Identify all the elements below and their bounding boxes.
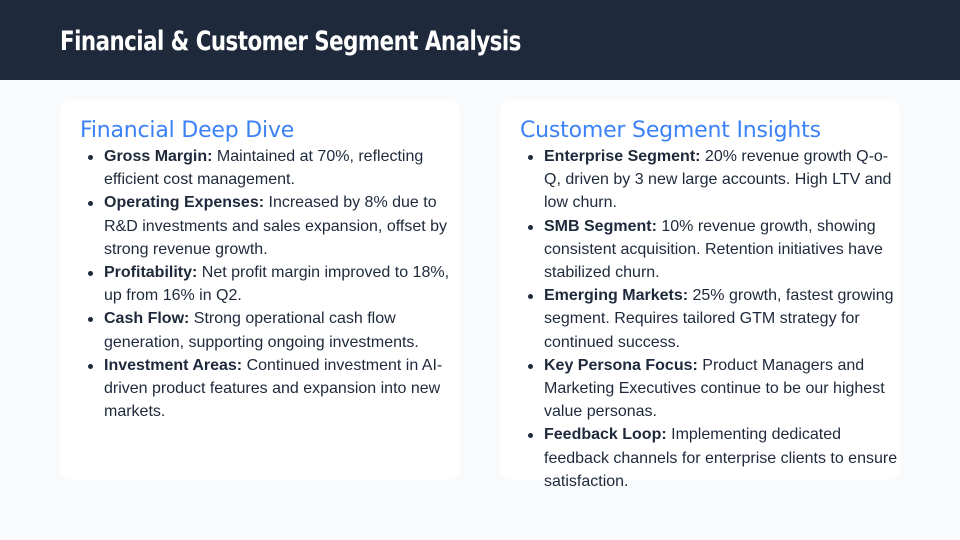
item-label: Enterprise Segment: [544,148,701,165]
list-item: Investment Areas: Continued investment i… [88,354,464,424]
card-heading: Customer Segment Insights [520,118,821,143]
list-item: Emerging Markets: 25% growth, fastest gr… [528,284,904,354]
item-text: 25% growth, fastest growing segment. Req… [544,287,894,351]
item-label: Feedback Loop: [544,426,667,444]
item-text: Continued investment in AI-driven produc… [104,356,443,421]
item-text: 20% revenue growth Q-o-Q, driven by 3 ne… [544,148,892,212]
list-item: SMB Segment: 10% revenue growth, showing… [528,215,904,285]
item-label: Emerging Markets: [544,287,689,305]
item-label: Profitability: [104,264,198,282]
item-text: Increased by 8% due to R&D investments a… [104,194,447,258]
header-bar: Financial & Customer Segment Analysis [0,0,960,80]
list-item: Operating Expenses: Increased by 8% due … [88,191,464,261]
item-text: Strong operational cash flow generation,… [104,310,419,351]
item-text: Implementing dedicated feedback channels… [544,426,898,490]
list-item: Profitability: Net profit margin improve… [88,261,464,307]
list-item: Feedback Loop: Implementing dedicated fe… [528,423,904,493]
item-text: Product Managers and Marketing Executive… [544,356,885,421]
list-item: Enterprise Segment: 20% revenue growth Q… [528,145,904,215]
item-text: Maintained at 70%, reflecting efficient … [104,148,424,189]
item-label: SMB Segment: [544,217,657,235]
item-label: Cash Flow: [104,310,190,328]
item-label: Gross Margin: [104,148,213,165]
item-label: Investment Areas: [104,356,243,374]
item-label: Key Persona Focus: [544,356,698,374]
financial-deep-dive-card: Financial Deep Dive Gross Margin: Mainta… [60,100,460,480]
list-item: Cash Flow: Strong operational cash flow … [88,307,464,353]
customer-list: Enterprise Segment: 20% revenue growth Q… [520,145,904,493]
item-text: Net profit margin improved to 18%, up fr… [104,264,450,305]
list-item: Gross Margin: Maintained at 70%, reflect… [88,145,464,191]
page-title: Financial & Customer Segment Analysis [60,26,521,57]
item-label: Operating Expenses: [104,194,265,212]
item-text: 10% revenue growth, showing consistent a… [544,217,883,282]
card-heading: Financial Deep Dive [80,118,295,143]
customer-segment-card: Customer Segment Insights Enterprise Seg… [500,100,900,490]
list-item: Key Persona Focus: Product Managers and … [528,354,904,424]
financial-list: Gross Margin: Maintained at 70%, reflect… [80,145,464,423]
